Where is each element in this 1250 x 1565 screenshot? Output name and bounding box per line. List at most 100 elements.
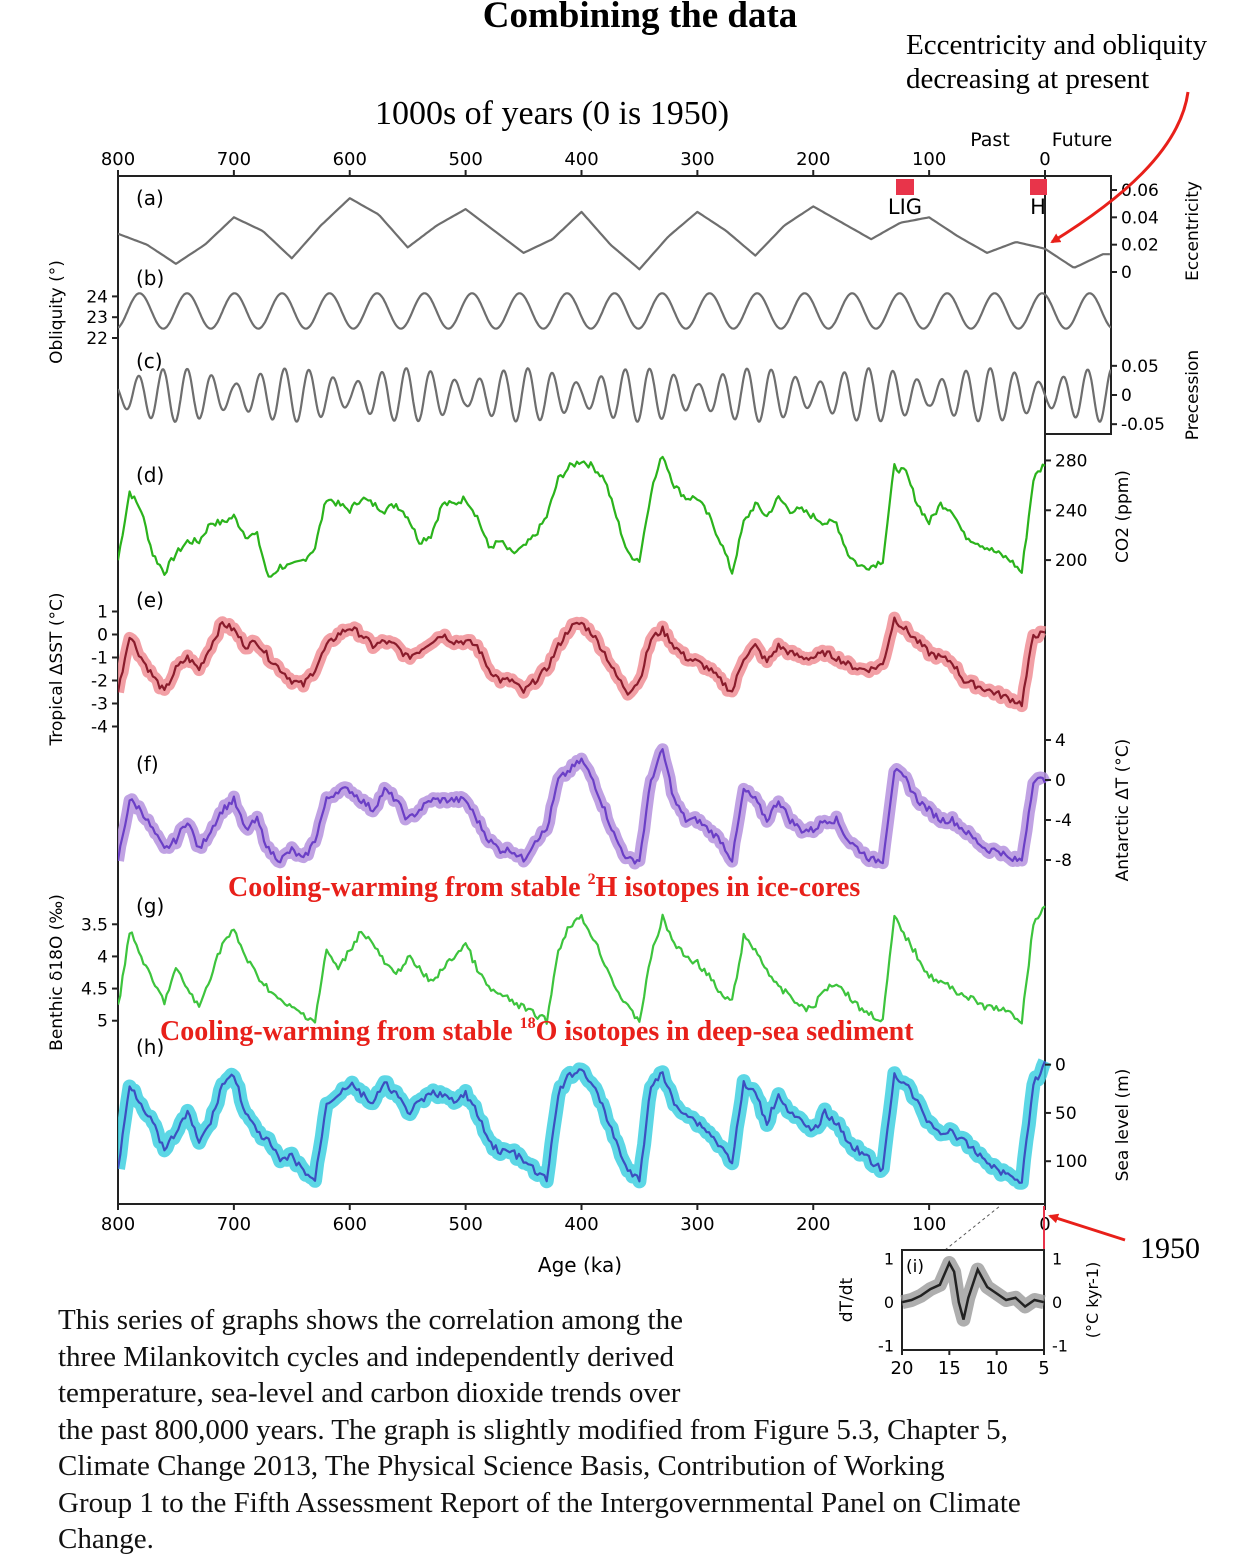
inset-y-tick-label-left: 1 bbox=[884, 1250, 894, 1269]
series-band-h bbox=[118, 1058, 1052, 1190]
y-tick-label-a: 0.04 bbox=[1121, 208, 1159, 228]
inset-line bbox=[901, 1260, 1045, 1320]
caption-line-6: Group 1 to the Fifth Assessment Report o… bbox=[58, 1486, 1021, 1519]
y-tick-label-b: 22 bbox=[86, 329, 108, 349]
y-axis-title-c: Precession bbox=[1183, 350, 1203, 440]
y-tick-label-g: 4 bbox=[97, 947, 108, 967]
bottom-tick-label: 700 bbox=[217, 1214, 251, 1235]
y-tick-label-a: 0.06 bbox=[1121, 181, 1159, 201]
y-tick-label-f: 0 bbox=[1055, 771, 1066, 791]
inset-zoom-line-left bbox=[944, 1205, 1001, 1251]
caption-line-2: three Milankovitch cycles and independen… bbox=[58, 1340, 675, 1373]
y-axis-title-f: Antarctic ΔT (°C) bbox=[1113, 739, 1133, 882]
cooling-2h-pre: Cooling-warming from stable bbox=[228, 872, 588, 903]
inset-right-axis-title: (°C kyr-1) bbox=[1083, 1262, 1102, 1338]
panel-label-h: (h) bbox=[136, 1035, 164, 1059]
panel-labels: (a) (b) (c) (d) (e) (f) (g) (h) bbox=[136, 186, 164, 1059]
y-tick-label-f: -4 bbox=[1055, 811, 1072, 831]
inset-y-tick-label-right: -1 bbox=[1052, 1337, 1068, 1356]
series-line-g bbox=[118, 905, 1046, 1025]
top-tick-label: 600 bbox=[333, 149, 367, 170]
cooling-2h-sup: 2 bbox=[588, 871, 596, 888]
y-tick-label-c: 0.05 bbox=[1121, 357, 1159, 377]
past-label: Past bbox=[970, 129, 1010, 151]
series-line-d bbox=[118, 455, 1046, 578]
panel-label-c: (c) bbox=[136, 349, 163, 373]
cooling-18o-annotation: Cooling-warming from stable 18O isotopes… bbox=[160, 1015, 914, 1047]
bottom-tick-label: 100 bbox=[912, 1214, 946, 1235]
y-tick-label-f: 4 bbox=[1055, 731, 1066, 751]
top-tick-label: 0 bbox=[1039, 149, 1050, 170]
top-tick-label: 500 bbox=[448, 149, 482, 170]
panel-label-f: (f) bbox=[136, 752, 159, 776]
y-tick-label-d: 240 bbox=[1055, 501, 1087, 521]
inset-x-tick-label: 15 bbox=[938, 1358, 961, 1379]
holocene-marker bbox=[1030, 179, 1047, 195]
cooling-18o-sup: 18 bbox=[520, 1015, 536, 1032]
caption-line-5: Climate Change 2013, The Physical Scienc… bbox=[58, 1450, 945, 1482]
inset-y-tick-label-right: 0 bbox=[1052, 1293, 1062, 1312]
lig-label: LIG bbox=[888, 195, 922, 219]
top-tick-label: 300 bbox=[680, 149, 714, 170]
axis-layer: 0.060.040.020 Eccentricity242322Obliquity… bbox=[47, 181, 1203, 1181]
year-1950-label: 1950 bbox=[1140, 1232, 1200, 1265]
inset-label: (i) bbox=[906, 1257, 924, 1277]
bottom-tick-label: 300 bbox=[680, 1214, 714, 1235]
top-tick-label: 100 bbox=[912, 149, 946, 170]
bottom-tick-label: 200 bbox=[796, 1214, 830, 1235]
inset-y-tick-label-left: 0 bbox=[884, 1293, 894, 1312]
series-line-e bbox=[118, 616, 1046, 708]
series-line-c bbox=[118, 367, 1111, 423]
plot-frame bbox=[117, 175, 1046, 1205]
panel-label-a: (a) bbox=[136, 186, 164, 210]
top-tick-label: 400 bbox=[564, 149, 598, 170]
y-tick-label-g: 5 bbox=[97, 1012, 108, 1032]
panel-label-e: (e) bbox=[136, 588, 164, 612]
y-tick-label-b: 24 bbox=[86, 287, 108, 307]
inset-y-tick-label-right: 1 bbox=[1052, 1250, 1062, 1269]
top-tick-label: 200 bbox=[796, 149, 830, 170]
caption-line-1: This series of graphs shows the correlat… bbox=[58, 1304, 683, 1336]
bottom-tick-label: 400 bbox=[564, 1214, 598, 1235]
inset-x-tick-label: 10 bbox=[985, 1358, 1008, 1379]
y-tick-label-h: 50 bbox=[1055, 1104, 1077, 1124]
series-line-a bbox=[118, 197, 1110, 271]
y-axis-title-h: Sea level (m) bbox=[1113, 1069, 1133, 1182]
top-tick-label: 800 bbox=[101, 149, 135, 170]
eccentricity-note-line1: Eccentricity and obliquity bbox=[906, 29, 1208, 61]
bottom-tick-label: 800 bbox=[101, 1214, 135, 1235]
y-axis-title-d: CO2 (ppm) bbox=[1113, 470, 1133, 563]
holocene-label: H bbox=[1030, 195, 1046, 219]
cooling-18o-post: O isotopes in deep-sea sediment bbox=[536, 1016, 915, 1047]
y-tick-label-e: -2 bbox=[91, 672, 108, 692]
eccentricity-arrow bbox=[1050, 91, 1190, 244]
caption-line-7: Change. bbox=[58, 1523, 154, 1555]
y-tick-label-g: 3.5 bbox=[81, 915, 108, 935]
series-line-b bbox=[118, 292, 1111, 330]
inset-y-tick-label-left: -1 bbox=[878, 1337, 894, 1356]
series-line-f bbox=[118, 748, 1046, 865]
y-tick-label-e: 1 bbox=[97, 603, 108, 623]
top-x-ticks: 800 700 600 500 400 300 200 100 0 bbox=[101, 149, 1051, 176]
y-tick-label-e: 0 bbox=[97, 626, 108, 646]
y-tick-label-h: 100 bbox=[1055, 1152, 1087, 1172]
year-1950-arrow bbox=[1048, 1213, 1126, 1242]
cooling-18o-pre: Cooling-warming from stable bbox=[160, 1016, 520, 1047]
top-tick-label: 700 bbox=[217, 149, 251, 170]
series-layer bbox=[118, 197, 1111, 1190]
y-tick-label-g: 4.5 bbox=[81, 980, 108, 1000]
y-tick-label-d: 280 bbox=[1055, 451, 1087, 471]
top-axis-title: 1000s of years (0 is 1950) bbox=[375, 95, 729, 132]
inset-x-tick-label: 5 bbox=[1038, 1358, 1049, 1379]
future-label: Future bbox=[1052, 129, 1113, 151]
panel-label-g: (g) bbox=[136, 894, 164, 918]
y-tick-label-e: -3 bbox=[91, 695, 108, 715]
panel-label-d: (d) bbox=[136, 463, 164, 487]
y-tick-label-a: 0 bbox=[1121, 263, 1132, 283]
lig-marker bbox=[896, 179, 914, 195]
cooling-2h-post: H isotopes in ice-cores bbox=[596, 872, 861, 903]
series-band-e bbox=[118, 611, 1049, 713]
eccentricity-note-line2: decreasing at present bbox=[906, 63, 1149, 95]
inset-layer: (i)20 15 10 51 10 0-1 -1dT/dt (°C kyr-1) bbox=[837, 1250, 1102, 1379]
